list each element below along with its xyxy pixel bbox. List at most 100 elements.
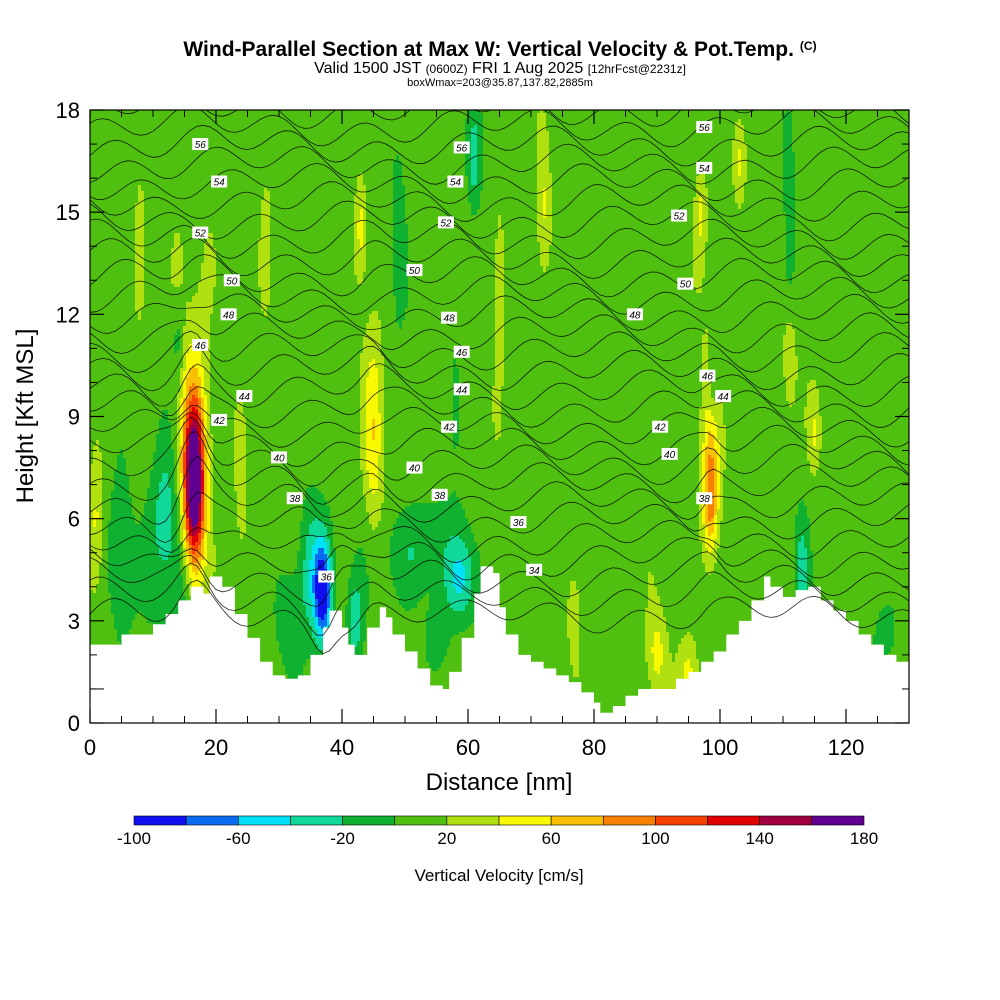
velocity-cell [501,218,538,222]
velocity-cell [117,467,127,471]
box-info: boxWmax=203@35.87,137.82,2885m [407,77,593,89]
velocity-cell [183,281,199,285]
velocity-cell [471,179,478,183]
velocity-cell [363,281,394,285]
velocity-cell [747,167,784,171]
velocity-cell [270,287,394,291]
velocity-cell [102,494,112,498]
velocity-cell [684,662,691,666]
theta-label-bg [652,420,669,433]
velocity-cell [192,383,196,387]
velocity-cell [201,509,205,513]
velocity-cell [183,491,187,495]
velocity-cell [270,275,358,279]
velocity-cell [732,143,748,147]
velocity-cell [132,506,145,510]
velocity-cell [648,599,661,603]
velocity-cell [309,527,328,531]
velocity-cell [459,419,493,423]
velocity-cell [453,362,457,366]
velocity-cell [174,335,181,339]
velocity-cell [747,176,784,180]
velocity-cell [819,413,909,417]
velocity-cell [663,650,670,654]
velocity-cell [186,596,193,600]
velocity-cell [183,551,187,555]
velocity-cell [477,158,484,162]
velocity-cell [747,158,784,162]
velocity-cell [396,593,427,597]
velocity-cell [783,113,793,117]
velocity-cell [144,218,262,222]
velocity-cell [804,536,811,540]
velocity-cell [213,233,262,237]
velocity-cell [471,581,484,585]
velocity-cell [216,263,259,267]
velocity-cell [303,674,574,678]
velocity-cell [654,581,796,585]
velocity-cell [198,386,202,390]
velocity-cell [792,404,808,408]
velocity-cell [180,368,187,372]
velocity-cell [708,503,715,507]
velocity-cell [645,650,652,654]
velocity-cell [360,425,367,429]
velocity-cell [348,647,364,651]
velocity-cell [708,473,715,477]
velocity-cell [237,407,244,411]
velocity-cell [315,587,328,591]
velocity-cell [144,293,196,297]
velocity-cell [795,335,909,339]
velocity-cell [705,464,709,468]
velocity-cell [180,446,184,450]
velocity-cell [183,371,190,375]
velocity-cell [135,296,145,300]
velocity-cell [315,485,364,489]
velocity-cell [144,512,157,516]
velocity-cell [366,221,394,225]
velocity-cell [96,443,100,447]
velocity-cell [204,452,208,456]
velocity-cell [264,314,268,318]
velocity-cell [654,575,796,579]
velocity-cell [429,665,442,669]
velocity-cell [171,281,184,285]
velocity-cell [138,194,145,198]
velocity-cell [744,185,784,189]
velocity-cell [198,284,217,288]
velocity-cell [207,452,211,456]
velocity-cell [795,200,909,204]
colorbar-label: Vertical Velocity [cm/s] [414,866,583,885]
velocity-cell [705,269,787,273]
velocity-cell [735,200,745,204]
velocity-cell [318,620,328,624]
velocity-cell [543,269,547,273]
velocity-cell [174,455,178,459]
velocity-cell [660,671,685,675]
velocity-cell [126,473,151,477]
velocity-cell [333,584,337,588]
velocity-cell [714,524,718,528]
theta-label: 54 [450,178,462,189]
velocity-cell [156,536,172,540]
velocity-cell [708,506,715,510]
velocity-cell [705,263,787,267]
velocity-cell [537,140,550,144]
velocity-cell [714,461,718,465]
velocity-cell [699,224,703,228]
velocity-cell [186,443,190,447]
velocity-cell [693,239,709,243]
velocity-cell [213,509,238,513]
velocity-cell [459,632,568,636]
velocity-cell [417,602,430,606]
velocity-cell [459,374,496,378]
velocity-cell [177,416,181,420]
velocity-cell [198,368,205,372]
velocity-cell [444,554,469,558]
velocity-cell [261,224,271,228]
velocity-cell [537,236,553,240]
velocity-cell [804,413,820,417]
velocity-cell [345,611,352,615]
velocity-cell [144,509,157,513]
velocity-cell [717,425,727,429]
